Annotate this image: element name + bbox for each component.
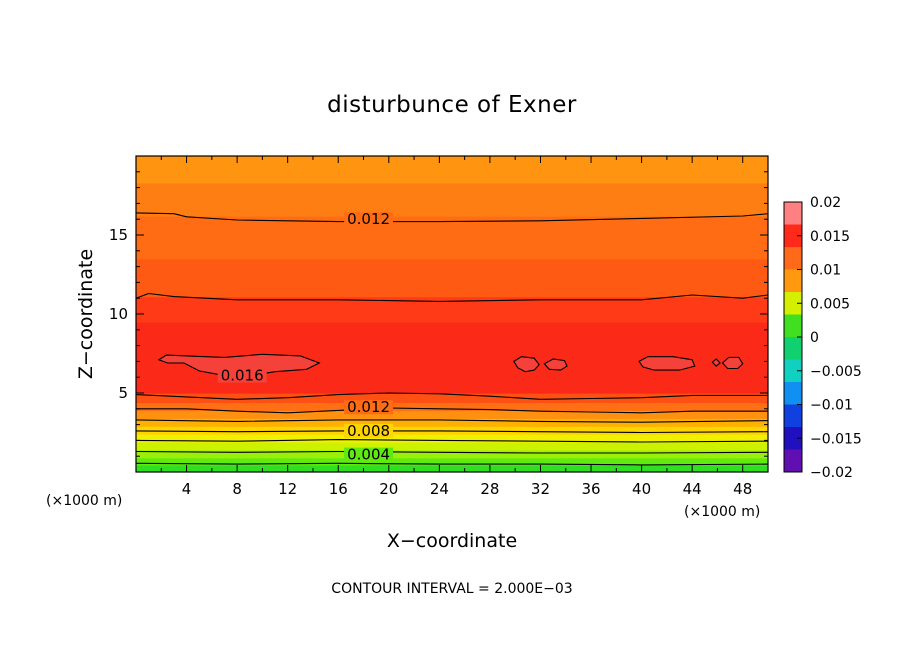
colorbar-tick-label: 0.02 (810, 195, 841, 211)
x-tick-label: 32 (531, 480, 550, 498)
band-9 (136, 393, 768, 404)
band-7 (136, 410, 768, 419)
contour-label-bg (344, 423, 394, 438)
colorbar: 0.02 0.015 0.01 0.005 0 −0.005 −0.01 −0.015 −0.0… (783, 195, 862, 481)
contour-line-8 (136, 462, 768, 466)
contour-line-7 (136, 450, 768, 454)
colorbar-swatch (784, 314, 802, 338)
colorbar-swatch (784, 449, 802, 473)
x-tick-label: 24 (430, 480, 449, 498)
x-tick-label: 4 (182, 480, 192, 498)
colorbar-swatch (784, 337, 802, 360)
contour-line-3 (136, 407, 768, 414)
colorbar-swatch (784, 224, 802, 248)
colorbar-swatch (784, 382, 802, 405)
colorbar-swatch (784, 292, 802, 315)
band-12 (136, 258, 768, 298)
colorbar-swatch (784, 247, 802, 270)
band-4 (136, 434, 768, 443)
x-tick-label: 36 (581, 480, 600, 498)
plot-area (136, 156, 768, 472)
x-unit-label: (×1000 m) (684, 504, 760, 520)
chart-title: disturbunce of Exner (327, 92, 577, 118)
contour-line-4 (136, 419, 768, 423)
x-tick-label: 48 (733, 480, 752, 498)
band-2 (136, 449, 768, 459)
y-axis: 5 10 15 (109, 171, 768, 457)
colorbar-tick-label: −0.02 (810, 465, 853, 481)
y-tick-label: 15 (109, 226, 128, 244)
closed-contour-2 (543, 358, 568, 371)
band-14 (136, 182, 768, 217)
band-3 (136, 441, 768, 451)
x-tick-label: 20 (379, 480, 398, 498)
closed-contour-0 (157, 353, 321, 377)
color-bands (136, 156, 768, 472)
colorbar-tick-label: −0.005 (810, 364, 862, 380)
band-0 (136, 464, 768, 472)
band-1 (136, 457, 768, 466)
closed-contour-4 (721, 356, 744, 370)
band-11 (136, 296, 768, 323)
colorbar-swatch (784, 359, 802, 383)
colorbar-tick-label: 0.005 (810, 296, 850, 312)
colorbar-swatch (784, 404, 802, 428)
contour-label-bg (344, 400, 394, 415)
x-axis-title: X−coordinate (387, 530, 517, 552)
contour-line-5 (136, 430, 768, 434)
colorbar-tick-label: 0.01 (810, 263, 841, 279)
colorbar-tick-label: −0.01 (810, 398, 853, 414)
colorbar-swatch (784, 202, 802, 225)
x-tick-label: 8 (232, 480, 242, 498)
colorbar-swatch (784, 269, 802, 293)
y-tick-label: 10 (109, 305, 128, 323)
contour-label-bg (217, 368, 267, 383)
closed-contours (157, 353, 744, 377)
band-5 (136, 426, 768, 435)
x-axis: 4 8 12 16 20 24 28 32 36 40 44 48 (160, 156, 752, 498)
contour-label-3: 0.008 (347, 422, 390, 440)
contour-label-1: 0.016 (221, 367, 264, 385)
contour-label-bg (344, 447, 394, 462)
contour-label-2: 0.012 (347, 398, 390, 416)
colorbar-tick-label: 0 (810, 330, 819, 346)
contour-line-2 (136, 392, 768, 400)
x-tick-label: 44 (683, 480, 702, 498)
y-axis-title: Z−coordinate (75, 249, 97, 379)
contour-line-6 (136, 439, 768, 443)
band-15 (136, 156, 768, 184)
x-tick-label: 40 (632, 480, 651, 498)
band-6 (136, 418, 768, 427)
colorbar-tick-label: 0.015 (810, 229, 850, 245)
closed-contour-3 (638, 356, 696, 371)
band-8 (136, 402, 768, 411)
x-tick-label: 12 (278, 480, 297, 498)
y-tick-label: 5 (118, 384, 128, 402)
contour-label-bg (344, 212, 394, 227)
band-13 (136, 216, 768, 260)
contour-line-1 (136, 292, 768, 302)
closed-contour-5 (711, 358, 721, 367)
closed-contour-1 (513, 356, 540, 373)
colorbar-tick-label: −0.015 (810, 431, 862, 447)
contour-labels: 0.012 0.016 0.012 0.008 0.004 (217, 210, 394, 464)
contour-label-4: 0.004 (347, 446, 390, 464)
y-unit-label: (×1000 m) (46, 493, 122, 509)
x-tick-label: 16 (329, 480, 348, 498)
contour-interval-note: CONTOUR INTERVAL = 2.000E−03 (331, 581, 572, 597)
x-tick-label: 28 (480, 480, 499, 498)
contour-label-0: 0.012 (347, 210, 390, 228)
colorbar-swatch (784, 427, 802, 450)
